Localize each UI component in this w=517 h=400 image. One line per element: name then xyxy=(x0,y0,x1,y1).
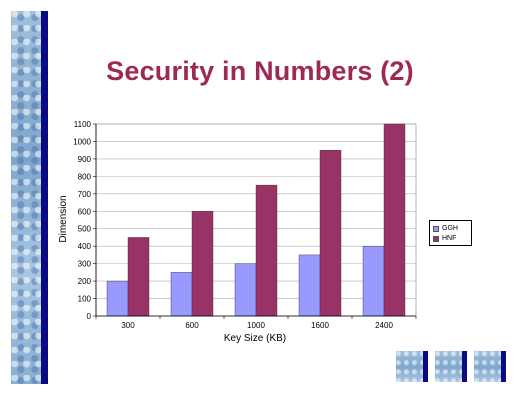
y-tick-label: 800 xyxy=(78,172,92,181)
y-tick-label: 700 xyxy=(78,190,92,199)
bar-hnf-300 xyxy=(127,237,150,317)
nav-button-2[interactable] xyxy=(435,351,467,382)
chart-legend: GGH HNF xyxy=(429,220,472,246)
x-axis-label: Key Size (KB) xyxy=(224,333,286,344)
y-tick-label: 100 xyxy=(78,295,92,304)
legend-swatch-ggh xyxy=(433,225,439,232)
nav-button-1[interactable] xyxy=(396,351,428,382)
chart-bars xyxy=(106,123,406,317)
legend-entry-ggh: GGH xyxy=(433,225,458,232)
legend-entry-hnf: HNF xyxy=(433,235,456,242)
x-tick-label: 600 xyxy=(185,321,199,330)
x-tick-labels: 300 600 1000 1600 2400 xyxy=(121,321,393,330)
y-axis-label: Dimension xyxy=(58,195,69,242)
y-tick-labels: 0 100 200 300 400 500 600 700 800 900 1000 1100 xyxy=(73,120,91,321)
x-tick-label: 2400 xyxy=(375,321,393,330)
y-tick-label: 0 xyxy=(87,312,92,321)
y-tick-label: 300 xyxy=(78,260,92,269)
y-tick-label: 500 xyxy=(78,225,92,234)
bar-hnf-1000 xyxy=(255,184,278,317)
legend-label-ggh: GGH xyxy=(442,225,458,232)
decorative-side-band xyxy=(11,11,41,384)
y-tick-label: 900 xyxy=(78,155,92,164)
legend-label-hnf: HNF xyxy=(442,235,457,242)
bar-ggh-2400 xyxy=(362,245,385,317)
bar-ggh-300 xyxy=(106,280,129,317)
bar-hnf-1600 xyxy=(319,149,342,317)
chart-axes xyxy=(93,123,417,319)
decorative-side-stripe xyxy=(41,11,48,384)
bar-ggh-1600 xyxy=(298,254,321,317)
y-tick-label: 600 xyxy=(78,207,92,216)
bar-hnf-2400 xyxy=(383,123,406,317)
y-tick-label: 400 xyxy=(78,242,92,251)
nav-button-3[interactable] xyxy=(474,351,506,382)
y-tick-label: 200 xyxy=(78,277,92,286)
bar-hnf-600 xyxy=(191,211,214,317)
y-tick-label: 1100 xyxy=(74,120,92,129)
bar-ggh-1000 xyxy=(234,263,257,317)
bar-ggh-600 xyxy=(170,272,193,317)
x-tick-label: 1000 xyxy=(247,321,265,330)
legend-swatch-hnf xyxy=(433,235,439,242)
x-tick-label: 300 xyxy=(121,321,135,330)
slide-title: Security in Numbers (2) xyxy=(106,56,414,86)
x-tick-label: 1600 xyxy=(311,321,329,330)
y-tick-label: 1000 xyxy=(73,137,91,146)
